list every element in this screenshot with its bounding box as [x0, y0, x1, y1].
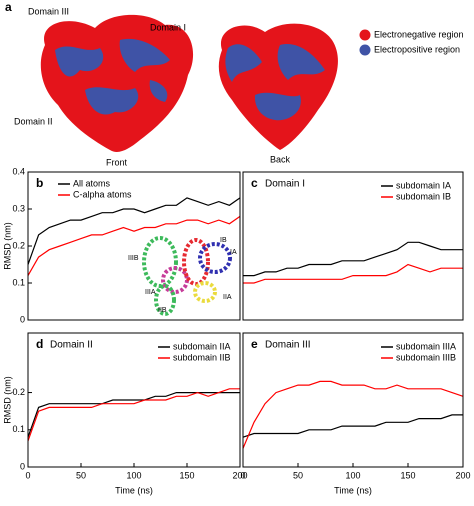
patch [85, 87, 139, 115]
inset-label: IA [230, 249, 237, 256]
x-tick-label: 0 [240, 470, 245, 480]
patch [225, 44, 262, 82]
protein-front [40, 14, 194, 152]
series-line [27, 392, 240, 438]
domain-label: Domain I [150, 22, 186, 32]
y-tick-label: 0.1 [12, 424, 25, 434]
y-tick-label: 0.4 [12, 166, 25, 176]
chart-title: Domain I [265, 179, 305, 190]
legend-swatch [359, 29, 371, 41]
y-tick-label: 0.3 [12, 203, 25, 213]
inset-label: IIA [223, 294, 232, 301]
inset-label: IIIA [145, 289, 156, 296]
legend-label: subdomain IIA [173, 341, 231, 351]
patch [277, 44, 325, 80]
series-line [27, 215, 241, 276]
legend-label: Electronegative region [374, 29, 464, 39]
x-tick-label: 100 [345, 470, 360, 480]
legend-label: Electropositive region [374, 44, 460, 54]
x-tick-label: 200 [232, 470, 247, 480]
x-tick-label: 50 [76, 470, 86, 480]
x-axis-label: Time (ns) [334, 485, 372, 495]
plot-frame [242, 171, 464, 321]
series-line [242, 414, 463, 438]
series-line [243, 241, 463, 277]
x-tick-label: 150 [179, 470, 194, 480]
legend-label: subdomain IIIB [396, 352, 456, 362]
patch [119, 38, 170, 72]
x-tick-label: 100 [126, 470, 141, 480]
chart-title: Domain II [50, 340, 93, 351]
panel-label: a [5, 0, 12, 14]
y-tick-label: 0 [20, 314, 25, 324]
legend-swatch [359, 44, 371, 56]
legend-label: subdomain IIIA [396, 341, 456, 351]
inset-label: IIIB [128, 255, 139, 262]
panel-label: e [251, 337, 258, 351]
y-axis-label: RMSD (nm) [2, 376, 12, 424]
view-label: Front [106, 157, 128, 167]
series-line [27, 388, 240, 442]
y-tick-label: 0 [20, 461, 25, 471]
plot-frame [27, 332, 241, 468]
legend-label: All atoms [73, 178, 111, 188]
chart-title: Domain III [265, 340, 311, 351]
legend-label: subdomain IB [396, 191, 451, 201]
legend-label: subdomain IA [396, 180, 451, 190]
legend-label: C-alpha atoms [73, 189, 132, 199]
patch [149, 80, 168, 102]
plot-frame [242, 332, 464, 468]
inset-structure [142, 236, 232, 316]
x-axis-label: Time (ns) [115, 485, 153, 495]
y-tick-label: 0.1 [12, 277, 25, 287]
x-tick-label: 0 [25, 470, 30, 480]
inset-label: IIB [158, 307, 167, 314]
y-tick-label: 0.2 [12, 240, 25, 250]
y-axis-label: RMSD (nm) [2, 222, 12, 270]
series-line [27, 197, 241, 265]
legend-label: subdomain IIB [173, 352, 231, 362]
panel-label: b [36, 176, 43, 190]
protein-back [218, 23, 338, 151]
y-tick-label: 0.2 [12, 387, 25, 397]
panel-label: d [36, 337, 43, 351]
patch [254, 92, 301, 121]
x-tick-label: 200 [455, 470, 470, 480]
patch [55, 46, 104, 77]
domain-label: Domain III [28, 6, 69, 16]
panel-label: c [251, 176, 258, 190]
x-tick-label: 150 [400, 470, 415, 480]
view-label: Back [270, 154, 291, 164]
plot-frame [27, 171, 241, 321]
series-line [243, 263, 463, 284]
domain-label: Domain II [14, 116, 53, 126]
inset-label: IB [220, 237, 227, 244]
series-line [242, 380, 464, 449]
x-tick-label: 50 [293, 470, 303, 480]
